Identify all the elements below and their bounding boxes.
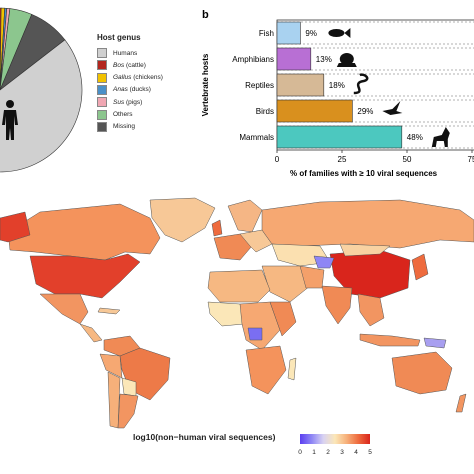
- x-tick-label: 75: [468, 155, 474, 164]
- pie-legend-item: Anas (ducks): [97, 84, 151, 95]
- map-argentina: [117, 393, 139, 429]
- bar-chart: b 9% Fish 13% Amphibians 18% Reptiles 29% Birds 4…: [201, 9, 474, 178]
- colorbar-tick-label: 2: [326, 449, 330, 456]
- map-scandinavia: [227, 199, 263, 233]
- map-caribbean: [97, 307, 121, 315]
- bird-icon: [382, 101, 403, 115]
- map-india: [321, 285, 353, 325]
- bar: [276, 99, 353, 123]
- map-indonesia: [359, 333, 421, 347]
- bar-value-label: 48%: [407, 133, 423, 142]
- colorbar-tick-label: 0: [298, 449, 302, 456]
- pie-legend-item: Humans: [97, 48, 137, 58]
- map-chile: [107, 371, 121, 429]
- pie-chart: [0, 7, 83, 173]
- map-southeast-asia: [357, 293, 385, 327]
- map-madagascar: [287, 357, 297, 381]
- bar: [276, 125, 403, 149]
- map-central-america: [79, 323, 103, 343]
- pie-slice: [0, 39, 83, 173]
- x-tick-label: 25: [338, 155, 347, 164]
- bar-background: [276, 73, 474, 97]
- map-north-africa: [207, 269, 271, 303]
- category-label: Fish: [259, 29, 274, 38]
- category-label: Amphibians: [232, 55, 274, 64]
- map-russia: [261, 199, 474, 249]
- colorbar-tick-label: 3: [340, 449, 344, 456]
- bar: [276, 47, 312, 71]
- colorbar-tick-label: 1: [312, 449, 316, 456]
- map-greenland: [149, 197, 216, 243]
- map-alaska: [0, 211, 31, 243]
- pie-legend-item: Gallus (chickens): [97, 72, 163, 83]
- pie-legend-item: Others: [97, 109, 133, 120]
- map-china: [329, 249, 411, 299]
- bar-background: [276, 21, 474, 45]
- map-congo: [247, 327, 263, 341]
- map-new-guinea: [423, 337, 447, 349]
- legend-swatch: [97, 84, 107, 95]
- map-mexico: [39, 293, 89, 325]
- category-label: Reptiles: [245, 81, 274, 90]
- map-australia: [391, 351, 453, 395]
- pie-legend-title: Host genus: [97, 33, 141, 42]
- category-label: Mammals: [239, 133, 274, 142]
- legend-swatch: [97, 48, 107, 58]
- legend-swatch: [97, 121, 107, 132]
- colorbar-tick-label: 4: [354, 449, 358, 456]
- map-central-asia: [313, 255, 335, 269]
- y-axis-label: Vertebrate hosts: [201, 53, 210, 116]
- map-eastern-europe: [239, 229, 273, 253]
- pie-legend-item: Missing: [97, 121, 135, 132]
- x-tick-label: 0: [275, 155, 280, 164]
- map-western-europe: [213, 233, 253, 261]
- bar-value-label: 13%: [316, 55, 332, 64]
- wolf-icon: [431, 127, 450, 147]
- frog-icon: [336, 53, 357, 67]
- category-label: Birds: [256, 107, 274, 116]
- map-new-zealand: [455, 393, 467, 413]
- bar: [276, 21, 301, 45]
- colorbar-tick-label: 5: [368, 449, 372, 456]
- map-southern-africa: [245, 345, 287, 395]
- legend-swatch: [97, 109, 107, 120]
- map-canada: [7, 203, 161, 261]
- bar: [276, 73, 325, 97]
- map-mongolia: [339, 243, 391, 257]
- pie-legend-item: Bos (cattle): [97, 60, 146, 71]
- legend-swatch: [97, 97, 107, 108]
- map-usa: [29, 253, 141, 299]
- world-choropleth-map: [0, 197, 474, 429]
- legend-swatch: [97, 60, 107, 71]
- map-west-africa: [207, 301, 245, 327]
- bar-value-label: 9%: [305, 29, 317, 38]
- bar-background: [276, 99, 474, 123]
- bar-value-label: 18%: [329, 81, 345, 90]
- bar-value-label: 29%: [357, 107, 373, 116]
- legend-swatch: [97, 72, 107, 83]
- fish-icon: [328, 28, 351, 38]
- colorbar-title: log10(non−human viral sequences): [133, 432, 276, 442]
- pie-legend-item: Sus (pigs): [97, 97, 142, 108]
- x-tick-label: 50: [403, 155, 412, 164]
- bar-background: [276, 47, 474, 71]
- map-uk: [211, 219, 223, 237]
- map-iran: [299, 265, 325, 289]
- map-japan-korea: [411, 253, 429, 281]
- panel-label-b: b: [202, 9, 209, 21]
- snake-icon: [353, 73, 369, 95]
- map-east-africa: [269, 301, 297, 337]
- x-axis-label: % of families with ≥ 10 viral sequences: [290, 169, 438, 178]
- person-icon: [2, 100, 18, 140]
- colorbar: [300, 434, 370, 444]
